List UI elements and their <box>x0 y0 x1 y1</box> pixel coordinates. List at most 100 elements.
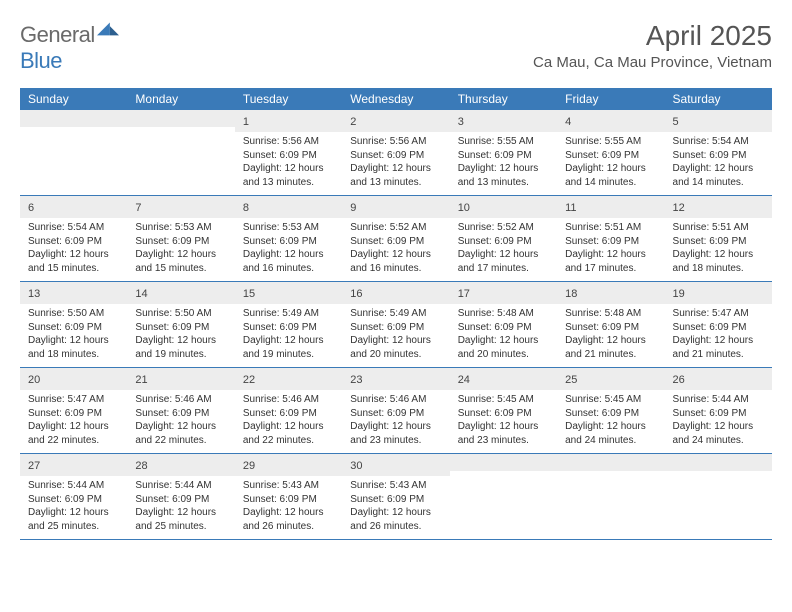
daynum-row: 2 <box>342 110 449 132</box>
day-number: 15 <box>243 288 255 300</box>
daynum-row: 5 <box>665 110 772 132</box>
day-number: 13 <box>28 288 40 300</box>
calendar-cell: 18 Sunrise: 5:48 AMSunset: 6:09 PMDayligh… <box>557 282 664 367</box>
daynum-row: 10 <box>450 196 557 218</box>
day-number: 28 <box>135 460 147 472</box>
daynum-row <box>665 454 772 471</box>
day-number: 12 <box>673 202 685 214</box>
logo: General Blue <box>20 20 119 74</box>
day-details: Sunrise: 5:54 AMSunset: 6:09 PMDaylight:… <box>665 132 772 195</box>
calendar-cell <box>127 110 234 195</box>
day-number: 29 <box>243 460 255 472</box>
day-number: 7 <box>135 202 141 214</box>
day-details: Sunrise: 5:50 AMSunset: 6:09 PMDaylight:… <box>20 304 127 367</box>
calendar-cell: 29 Sunrise: 5:43 AMSunset: 6:09 PMDayligh… <box>235 454 342 539</box>
daynum-row: 29 <box>235 454 342 476</box>
day-number: 24 <box>458 374 470 386</box>
day-details: Sunrise: 5:48 AMSunset: 6:09 PMDaylight:… <box>450 304 557 367</box>
daynum-row: 17 <box>450 282 557 304</box>
calendar-cell: 20Sunrise: 5:47 AMSunset: 6:09 PMDayligh… <box>20 368 127 453</box>
logo-word2: Blue <box>20 48 62 73</box>
calendar-cell: 28Sunrise: 5:44 AMSunset: 6:09 PMDayligh… <box>127 454 234 539</box>
day-details: Sunrise: 5:45 AMSunset: 6:09 PMDaylight:… <box>557 390 664 453</box>
weekday-label: Wednesday <box>342 88 449 110</box>
day-number: 21 <box>135 374 147 386</box>
day-details: Sunrise: 5:49 AMSunset: 6:09 PMDaylight:… <box>235 304 342 367</box>
calendar-cell: 21Sunrise: 5:46 AMSunset: 6:09 PMDayligh… <box>127 368 234 453</box>
calendar-cell: 11Sunrise: 5:51 AMSunset: 6:09 PMDayligh… <box>557 196 664 281</box>
daynum-row: 28 <box>127 454 234 476</box>
calendar-cell: 27 Sunrise: 5:44 AMSunset: 6:09 PMDayligh… <box>20 454 127 539</box>
calendar-cell: 14Sunrise: 5:50 AMSunset: 6:09 PMDayligh… <box>127 282 234 367</box>
calendar-cell: 30Sunrise: 5:43 AMSunset: 6:09 PMDayligh… <box>342 454 449 539</box>
day-details: Sunrise: 5:43 AMSunset: 6:09 PMDaylight:… <box>235 476 342 539</box>
calendar-cell: 16Sunrise: 5:49 AMSunset: 6:09 PMDayligh… <box>342 282 449 367</box>
day-details: Sunrise: 5:55 AMSunset: 6:09 PMDaylight:… <box>557 132 664 195</box>
calendar-cell: 4 Sunrise: 5:55 AMSunset: 6:09 PMDaylight… <box>557 110 664 195</box>
day-details: Sunrise: 5:52 AMSunset: 6:09 PMDaylight:… <box>342 218 449 281</box>
weekday-label: Monday <box>127 88 234 110</box>
daynum-row: 18 <box>557 282 664 304</box>
daynum-row: 9 <box>342 196 449 218</box>
day-number: 6 <box>28 202 34 214</box>
daynum-row <box>450 454 557 471</box>
calendar-cell: 3Sunrise: 5:55 AMSunset: 6:09 PMDaylight… <box>450 110 557 195</box>
daynum-row: 16 <box>342 282 449 304</box>
day-details: Sunrise: 5:46 AMSunset: 6:09 PMDaylight:… <box>342 390 449 453</box>
calendar-cell: 10Sunrise: 5:52 AMSunset: 6:09 PMDayligh… <box>450 196 557 281</box>
calendar-cell <box>450 454 557 539</box>
calendar-page: General Blue April 2025 Ca Mau, Ca Mau P… <box>0 0 792 550</box>
calendar-cell <box>665 454 772 539</box>
day-number: 4 <box>565 116 571 128</box>
day-number: 27 <box>28 460 40 472</box>
day-number: 18 <box>565 288 577 300</box>
daynum-row: 25 <box>557 368 664 390</box>
title-block: April 2025 Ca Mau, Ca Mau Province, Viet… <box>533 20 772 71</box>
calendar-cell: 23 Sunrise: 5:46 AMSunset: 6:09 PMDayligh… <box>342 368 449 453</box>
daynum-row: 21 <box>127 368 234 390</box>
calendar-cell: 7Sunrise: 5:53 AMSunset: 6:09 PMDaylight… <box>127 196 234 281</box>
daynum-row: 27 <box>20 454 127 476</box>
day-number: 26 <box>673 374 685 386</box>
calendar-cell <box>557 454 664 539</box>
header: General Blue April 2025 Ca Mau, Ca Mau P… <box>20 20 772 74</box>
calendar-cell <box>20 110 127 195</box>
calendar-cell: 15 Sunrise: 5:49 AMSunset: 6:09 PMDayligh… <box>235 282 342 367</box>
calendar-cell: 22Sunrise: 5:46 AMSunset: 6:09 PMDayligh… <box>235 368 342 453</box>
calendar-cell: 2Sunrise: 5:56 AMSunset: 6:09 PMDaylight… <box>342 110 449 195</box>
daynum-row: 7 <box>127 196 234 218</box>
calendar-week: 1Sunrise: 5:56 AMSunset: 6:09 PMDaylight… <box>20 110 772 196</box>
daynum-row: 22 <box>235 368 342 390</box>
day-number: 10 <box>458 202 470 214</box>
day-details: Sunrise: 5:54 AMSunset: 6:09 PMDaylight:… <box>20 218 127 281</box>
day-number: 2 <box>350 116 356 128</box>
day-number: 23 <box>350 374 362 386</box>
daynum-row <box>20 110 127 127</box>
day-details: Sunrise: 5:51 AMSunset: 6:09 PMDaylight:… <box>665 218 772 281</box>
day-details: Sunrise: 5:45 AMSunset: 6:09 PMDaylight:… <box>450 390 557 453</box>
day-number: 9 <box>350 202 356 214</box>
calendar-cell: 17 Sunrise: 5:48 AMSunset: 6:09 PMDayligh… <box>450 282 557 367</box>
day-number: 25 <box>565 374 577 386</box>
day-number: 5 <box>673 116 679 128</box>
daynum-row <box>127 110 234 127</box>
calendar-cell: 19 Sunrise: 5:47 AMSunset: 6:09 PMDayligh… <box>665 282 772 367</box>
day-details: Sunrise: 5:46 AMSunset: 6:09 PMDaylight:… <box>235 390 342 453</box>
weekday-label: Tuesday <box>235 88 342 110</box>
day-number: 17 <box>458 288 470 300</box>
daynum-row: 30 <box>342 454 449 476</box>
weekday-label: Thursday <box>450 88 557 110</box>
calendar-cell: 13 Sunrise: 5:50 AMSunset: 6:09 PMDayligh… <box>20 282 127 367</box>
day-details: Sunrise: 5:48 AMSunset: 6:09 PMDaylight:… <box>557 304 664 367</box>
day-number: 16 <box>350 288 362 300</box>
day-details: Sunrise: 5:44 AMSunset: 6:09 PMDaylight:… <box>20 476 127 539</box>
day-details: Sunrise: 5:47 AMSunset: 6:09 PMDaylight:… <box>665 304 772 367</box>
daynum-row: 13 <box>20 282 127 304</box>
day-number: 20 <box>28 374 40 386</box>
calendar-cell: 12 Sunrise: 5:51 AMSunset: 6:09 PMDayligh… <box>665 196 772 281</box>
calendar-cell: 26Sunrise: 5:44 AMSunset: 6:09 PMDayligh… <box>665 368 772 453</box>
day-number: 30 <box>350 460 362 472</box>
daynum-row: 24 <box>450 368 557 390</box>
day-number: 19 <box>673 288 685 300</box>
daynum-row: 8 <box>235 196 342 218</box>
